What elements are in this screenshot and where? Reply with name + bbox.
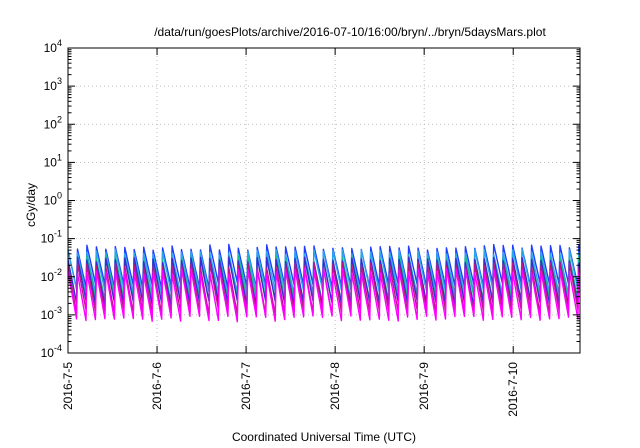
x-axis-label: Coordinated Universal Time (UTC) — [232, 430, 416, 444]
y-tick-label: 104 — [44, 38, 62, 55]
y-tick-label: 10-1 — [41, 229, 62, 246]
y-tick-label: 10-3 — [41, 305, 62, 322]
x-tick-label: 2016-7-7 — [239, 362, 253, 410]
y-tick-label: 100 — [44, 191, 62, 208]
y-tick-label: 102 — [44, 114, 62, 131]
x-tick-label: 2016-7-6 — [150, 362, 164, 410]
series-line — [68, 262, 580, 316]
series-line — [68, 256, 580, 308]
series-group — [68, 243, 580, 323]
y-tick-label: 10-2 — [41, 267, 62, 284]
series-line — [68, 248, 580, 296]
y-axis-label: cGy/day — [24, 183, 38, 227]
series-line — [68, 243, 580, 290]
x-tick-label: 2016-7-8 — [328, 362, 342, 410]
x-tick-label: 2016-7-9 — [417, 362, 431, 410]
y-axis: 10-4 10-3 10-2 10-1 100 101 102 103 104 — [41, 38, 580, 360]
x-tick-label: 2016-7-5 — [61, 362, 75, 410]
y-tick-label: 101 — [44, 152, 62, 169]
x-axis: 2016-7-5 2016-7-6 2016-7-7 2016-7-8 2016-7-9… — [61, 48, 520, 417]
y-tick-label: 10-4 — [41, 343, 62, 360]
chart-title: /data/run/goesPlots/archive/2016-07-10/1… — [154, 25, 546, 39]
x-tick-label: 2016-7-10 — [506, 362, 520, 417]
series-line — [68, 267, 580, 323]
y-tick-label: 103 — [44, 76, 62, 93]
grid — [68, 48, 580, 353]
